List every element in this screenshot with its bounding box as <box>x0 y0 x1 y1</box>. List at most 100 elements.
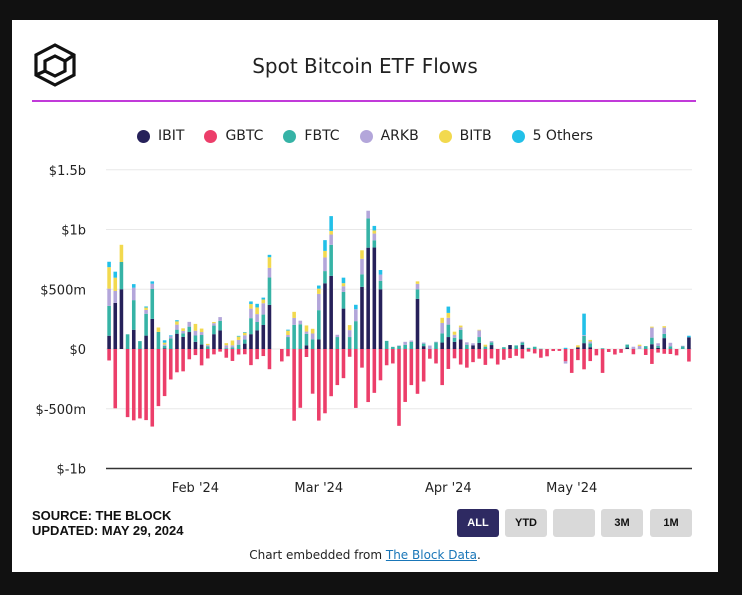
bar-arkb[interactable] <box>347 330 352 338</box>
bar-gbtc[interactable] <box>563 349 568 362</box>
bar-fbtc[interactable] <box>243 339 247 344</box>
bar-arkb[interactable] <box>323 257 327 272</box>
bar-gbtc[interactable] <box>606 349 611 352</box>
bar-arkb[interactable] <box>205 345 210 347</box>
bar-gbtc[interactable] <box>619 349 623 353</box>
bar-gbtc[interactable] <box>471 349 475 363</box>
bar-gbtc[interactable] <box>545 349 549 357</box>
bar-gbtc[interactable] <box>576 349 580 361</box>
bar-gbtc[interactable] <box>421 349 426 382</box>
bar-gbtc[interactable] <box>600 349 605 373</box>
bar-arkb[interactable] <box>144 309 148 314</box>
bar-gbtc[interactable] <box>662 349 667 354</box>
bar-fbtc[interactable] <box>125 334 130 349</box>
bar-fbtc[interactable] <box>378 280 383 290</box>
bar-fbtc[interactable] <box>526 347 531 349</box>
bar-gbtc[interactable] <box>403 349 407 402</box>
bar-arkb[interactable] <box>168 336 173 339</box>
range-button-blank[interactable] <box>553 509 595 537</box>
bar-gbtc[interactable] <box>205 349 210 359</box>
bar-fbtc[interactable] <box>341 291 346 309</box>
bar-fbtc[interactable] <box>502 347 506 349</box>
bar-fbtc[interactable] <box>520 342 525 345</box>
bar-5-others[interactable] <box>162 340 167 343</box>
bar-ibit[interactable] <box>372 247 377 349</box>
bar-fbtc[interactable] <box>372 240 377 248</box>
bar-5-others[interactable] <box>255 303 259 308</box>
bar-fbtc[interactable] <box>187 326 192 333</box>
bar-ibit[interactable] <box>656 347 660 349</box>
bar-gbtc[interactable] <box>304 349 309 358</box>
bar-arkb[interactable] <box>298 320 303 325</box>
bar-gbtc[interactable] <box>397 349 401 426</box>
bar-arkb[interactable] <box>212 323 216 326</box>
bar-gbtc[interactable] <box>236 349 241 355</box>
bar-ibit[interactable] <box>107 335 111 349</box>
bar-arkb[interactable] <box>582 335 586 336</box>
bar-gbtc[interactable] <box>532 349 537 354</box>
bar-gbtc[interactable] <box>125 349 130 418</box>
bar-fbtc[interactable] <box>335 337 340 349</box>
bar-fbtc[interactable] <box>656 346 660 348</box>
bar-arkb[interactable] <box>113 290 118 303</box>
bar-gbtc[interactable] <box>452 349 457 359</box>
bar-fbtc[interactable] <box>582 335 586 344</box>
bar-arkb[interactable] <box>378 274 383 281</box>
bar-fbtc[interactable] <box>539 348 543 350</box>
bar-5-others[interactable] <box>329 216 333 231</box>
bar-fbtc[interactable] <box>421 343 426 347</box>
bar-gbtc[interactable] <box>539 349 543 358</box>
bar-ibit[interactable] <box>687 337 691 349</box>
bar-fbtc[interactable] <box>446 324 451 338</box>
bar-arkb[interactable] <box>680 345 685 347</box>
bar-gbtc[interactable] <box>378 349 383 381</box>
bar-ibit[interactable] <box>181 336 185 349</box>
bar-ibit[interactable] <box>650 344 654 349</box>
bar-fbtc[interactable] <box>175 329 179 334</box>
bar-arkb[interactable] <box>360 258 364 275</box>
bar-gbtc[interactable] <box>347 349 352 357</box>
bar-ibit[interactable] <box>415 298 420 349</box>
bar-fbtc[interactable] <box>249 318 253 335</box>
bar-5-others[interactable] <box>582 313 586 336</box>
bar-5-others[interactable] <box>317 285 321 289</box>
bar-arkb[interactable] <box>631 346 636 349</box>
bar-ibit[interactable] <box>131 329 136 349</box>
bar-arkb[interactable] <box>397 345 401 346</box>
bar-gbtc[interactable] <box>292 349 296 421</box>
bar-arkb[interactable] <box>588 341 593 344</box>
bar-fbtc[interactable] <box>477 337 481 343</box>
bar-gbtc[interactable] <box>483 349 488 365</box>
bar-ibit[interactable] <box>113 302 118 349</box>
bar-gbtc[interactable] <box>508 349 512 359</box>
bar-arkb[interactable] <box>668 342 673 347</box>
bar-gbtc[interactable] <box>391 349 395 364</box>
range-button-all[interactable]: ALL <box>457 509 499 537</box>
bar-5-others[interactable] <box>243 332 247 333</box>
bar-gbtc[interactable] <box>329 349 333 397</box>
bar-gbtc[interactable] <box>434 349 438 364</box>
bar-ibit[interactable] <box>341 308 346 349</box>
bar-fbtc[interactable] <box>354 321 358 349</box>
bar-5-others[interactable] <box>236 335 241 337</box>
bar-arkb[interactable] <box>131 287 136 301</box>
bar-fbtc[interactable] <box>668 346 673 349</box>
legend-item-ibit[interactable]: IBIT <box>137 128 184 144</box>
bar-gbtc[interactable] <box>150 349 155 427</box>
bar-arkb[interactable] <box>440 322 444 334</box>
bar-gbtc[interactable] <box>446 349 451 369</box>
bar-arkb[interactable] <box>310 333 315 340</box>
bar-bitb[interactable] <box>310 328 315 334</box>
bar-5-others[interactable] <box>323 240 327 251</box>
bar-arkb[interactable] <box>286 335 290 338</box>
bar-arkb[interactable] <box>162 344 167 346</box>
bar-fbtc[interactable] <box>415 289 420 299</box>
bar-ibit[interactable] <box>446 337 451 349</box>
bar-gbtc[interactable] <box>514 349 518 356</box>
bar-arkb[interactable] <box>471 343 475 346</box>
bar-fbtc[interactable] <box>168 338 173 349</box>
bar-fbtc[interactable] <box>409 341 414 349</box>
bar-fbtc[interactable] <box>323 271 327 284</box>
bar-fbtc[interactable] <box>329 244 333 276</box>
bar-bitb[interactable] <box>107 267 111 289</box>
